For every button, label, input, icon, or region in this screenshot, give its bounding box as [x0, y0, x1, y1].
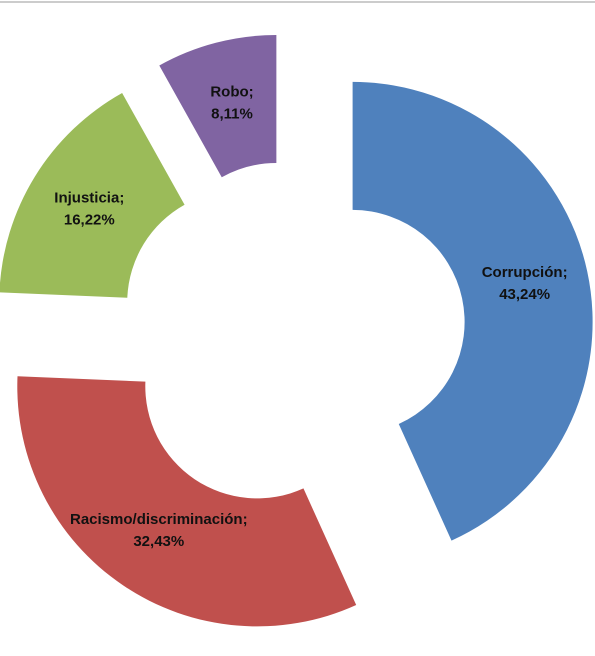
- slice-value-label: 8,11%: [211, 106, 253, 123]
- slice-category: Robo: [210, 84, 248, 101]
- label-separator: ;: [563, 264, 568, 281]
- slice-label: Corrupción; 43,24%: [482, 264, 568, 303]
- slice-category: Racismo/discriminación: [70, 511, 243, 528]
- slice-value-label: 16,22%: [64, 211, 115, 228]
- donut-slice: [352, 81, 593, 541]
- slice-label: Racismo/discriminación; 32,43%: [70, 511, 248, 550]
- slice-category: Corrupción: [482, 264, 563, 281]
- donut-slice: [159, 35, 277, 178]
- donut-slice: [0, 92, 185, 298]
- label-separator: ;: [119, 189, 124, 206]
- slice-label: Injusticia; 16,22%: [54, 189, 124, 228]
- slice-value-label: 32,43%: [133, 533, 184, 550]
- label-separator: ;: [249, 84, 254, 101]
- label-separator: ;: [243, 511, 248, 528]
- slice-value-label: 43,24%: [499, 286, 550, 303]
- slice-category: Injusticia: [54, 189, 120, 206]
- donut-slice: [17, 376, 357, 627]
- slice-label: Robo; 8,11%: [210, 84, 253, 123]
